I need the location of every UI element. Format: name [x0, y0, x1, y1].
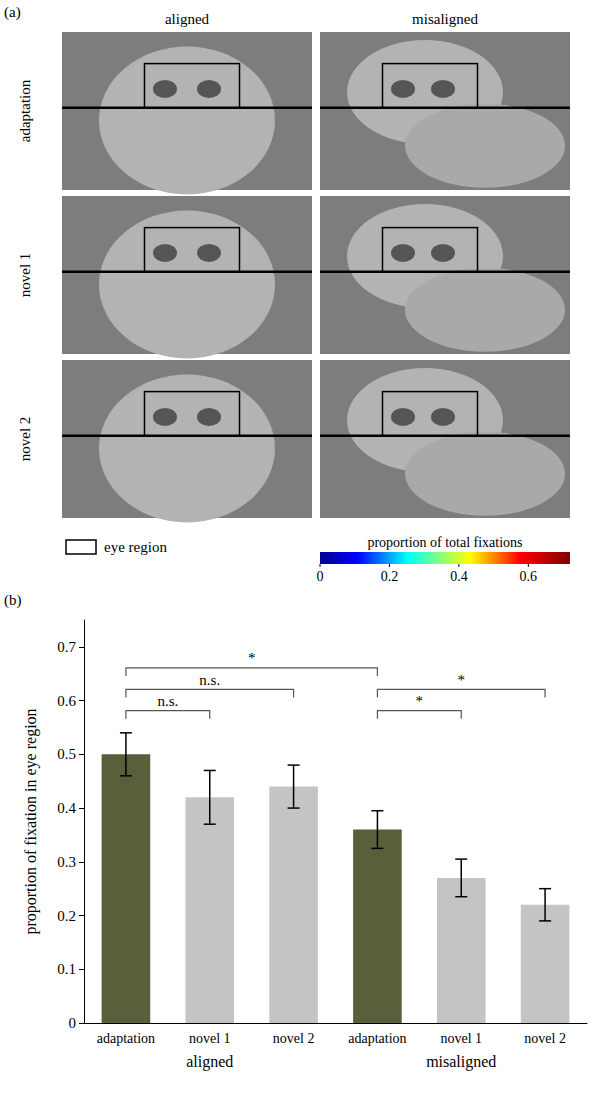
svg-text:adaptation: adaptation [17, 79, 33, 142]
svg-text:misaligned: misaligned [412, 11, 478, 27]
svg-text:novel 1: novel 1 [189, 1031, 231, 1046]
svg-text:adaptation: adaptation [348, 1031, 406, 1046]
svg-text:0: 0 [317, 569, 324, 584]
svg-text:aligned: aligned [186, 1053, 233, 1071]
svg-text:*: * [416, 693, 424, 709]
svg-text:novel 2: novel 2 [17, 417, 33, 462]
svg-text:0.7: 0.7 [57, 639, 76, 655]
svg-text:aligned: aligned [165, 11, 210, 27]
svg-text:adaptation: adaptation [97, 1031, 155, 1046]
svg-text:0.5: 0.5 [57, 746, 76, 762]
svg-text:novel 1: novel 1 [17, 253, 33, 298]
svg-text:proportion of total fixations: proportion of total fixations [367, 535, 522, 550]
svg-text:*: * [458, 672, 466, 688]
svg-text:0.6: 0.6 [520, 569, 538, 584]
svg-text:n.s.: n.s. [157, 693, 178, 709]
svg-text:0.1: 0.1 [57, 961, 76, 977]
svg-text:0.4: 0.4 [57, 800, 76, 816]
svg-text:0: 0 [69, 1015, 77, 1031]
svg-text:novel 2: novel 2 [273, 1031, 315, 1046]
svg-text:0.6: 0.6 [57, 693, 76, 709]
svg-text:0.2: 0.2 [381, 569, 399, 584]
svg-text:proportion of fixation in eye: proportion of fixation in eye region [22, 708, 40, 934]
svg-text:0.4: 0.4 [450, 569, 468, 584]
svg-text:*: * [248, 650, 256, 666]
svg-text:0.3: 0.3 [57, 854, 76, 870]
svg-text:(a): (a) [4, 4, 21, 21]
svg-text:eye region: eye region [104, 539, 167, 555]
svg-text:n.s.: n.s. [199, 672, 220, 688]
svg-text:novel 1: novel 1 [440, 1031, 482, 1046]
svg-text:0.2: 0.2 [57, 908, 76, 924]
svg-text:(b): (b) [4, 592, 22, 609]
svg-text:novel 2: novel 2 [524, 1031, 566, 1046]
svg-text:misaligned: misaligned [426, 1053, 496, 1071]
